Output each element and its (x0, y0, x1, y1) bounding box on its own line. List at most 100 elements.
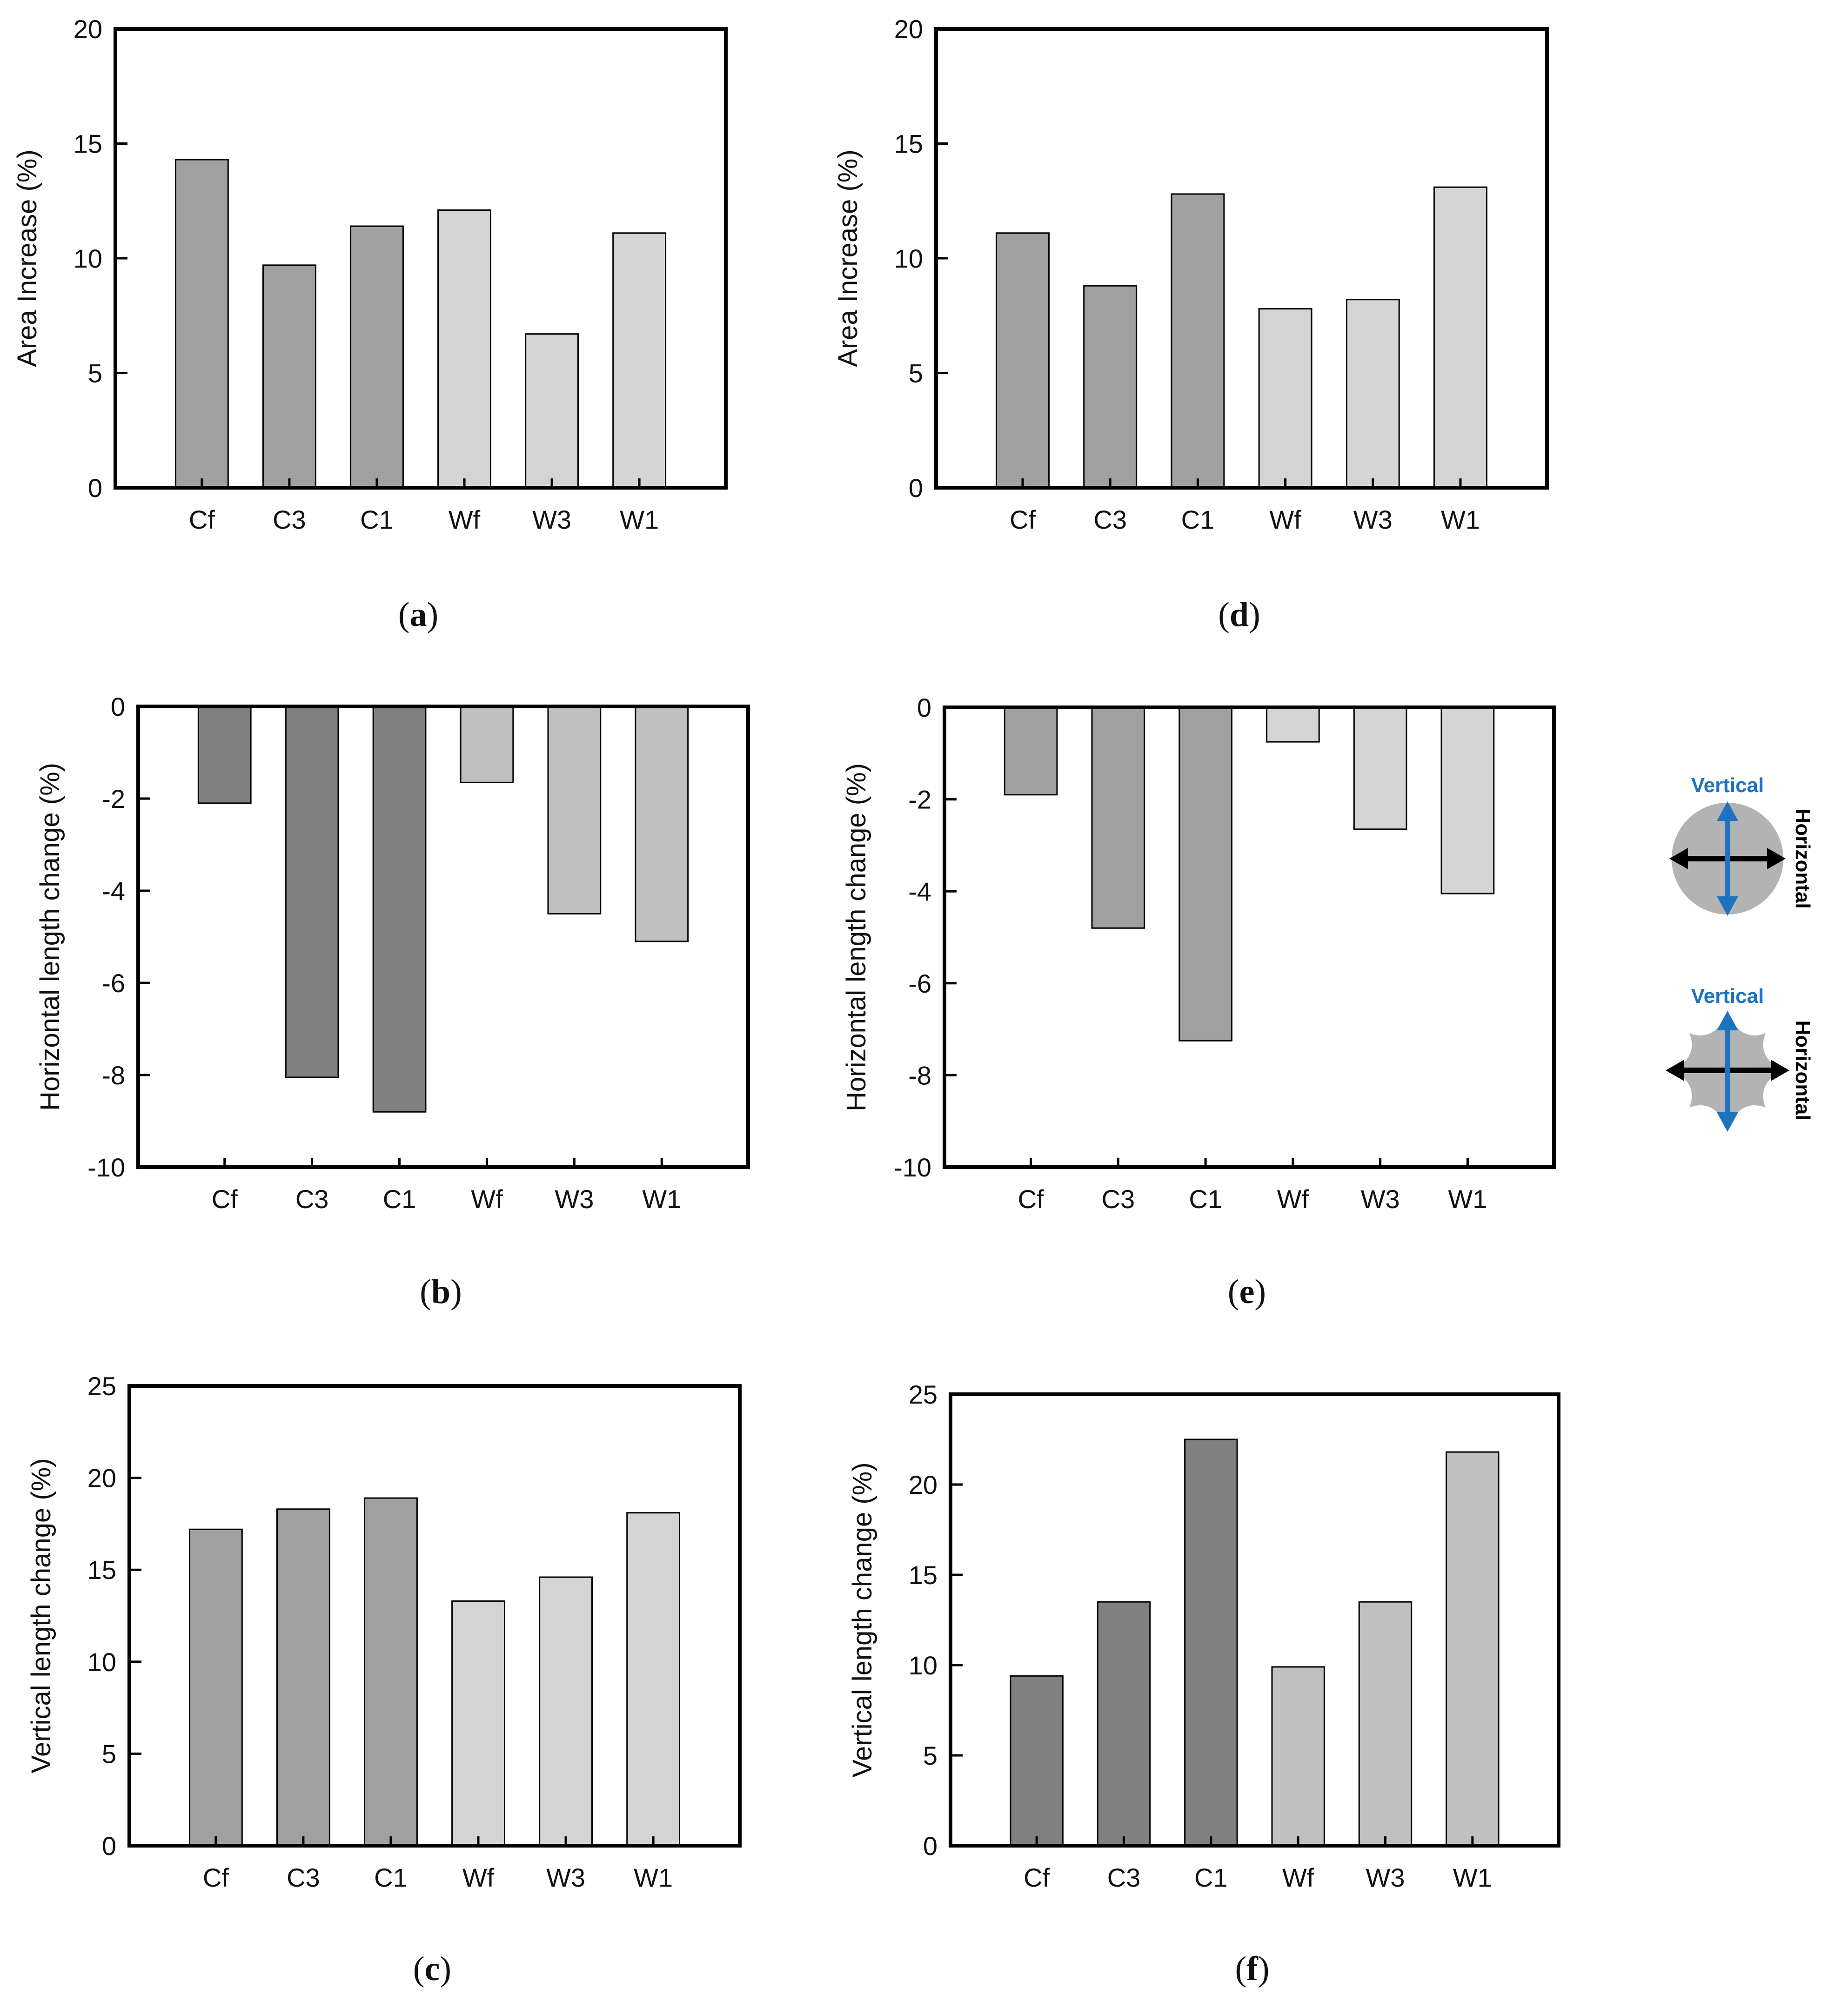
x-category-label: W3 (1361, 1184, 1400, 1214)
bar-wf (460, 706, 514, 783)
horizontal-arrow-head-right (1771, 1060, 1789, 1081)
x-category-label: C1 (1194, 1863, 1228, 1892)
y-tick-label: 25 (909, 1380, 937, 1409)
y-axis-title: Area Increase (%) (833, 149, 863, 367)
bar-c1 (372, 706, 427, 1113)
bar-w3 (547, 706, 602, 914)
bar-w1 (1433, 186, 1487, 489)
x-category-label: Wf (1277, 1184, 1309, 1214)
chart-panel-e: 0 -2 -4 -6 -8 -10 Cf C3 C1 Wf W3 W1 Horizontal lengt… (841, 693, 1556, 1311)
y-tick-label: 0 (923, 1831, 937, 1861)
y-tick-label: 0 (917, 693, 931, 722)
bar-c3 (1091, 706, 1145, 929)
y-axis-title: Area Increase (%) (12, 149, 42, 367)
y-tick-label: 20 (909, 1470, 937, 1499)
y-tick-label: -6 (908, 969, 931, 998)
legend-horizontal-label: Horizontal (1791, 1020, 1814, 1120)
legend-circle-diagram: Vertical Horizontal (1669, 774, 1814, 916)
bar-c1 (1178, 706, 1232, 1042)
y-axis-title: Horizontal length change (%) (35, 763, 65, 1111)
y-tick-label: 20 (87, 1464, 116, 1493)
bar-w1 (1440, 706, 1495, 894)
y-axis-title: Vertical length change (%) (847, 1462, 877, 1777)
y-tick-label: 5 (102, 1739, 116, 1768)
x-category-label: C3 (287, 1863, 320, 1892)
chart-panel-d: 0 5 10 15 20 Cf C3 C1 Wf W3 W1 Area Increase (%) (d) (833, 14, 1549, 634)
bar-cf (174, 159, 229, 489)
bar-w3 (525, 333, 579, 489)
y-tick-label: 5 (88, 359, 102, 388)
horizontal-arrow-head-left (1666, 1060, 1684, 1081)
x-category-label: C1 (1181, 505, 1215, 534)
y-tick-label: 15 (74, 129, 102, 159)
y-tick-label: -8 (102, 1061, 125, 1090)
x-category-label: W3 (546, 1863, 585, 1892)
x-category-label: Cf (1024, 1863, 1050, 1892)
x-category-label: W3 (555, 1184, 594, 1214)
y-tick-label: 10 (74, 244, 102, 273)
y-axis-title: Horizontal length change (%) (841, 763, 871, 1111)
y-tick-label: 0 (102, 1831, 116, 1861)
vertical-arrow-head-top (1717, 801, 1738, 821)
x-category-label: W3 (1366, 1863, 1405, 1892)
x-category-label: C3 (295, 1184, 329, 1214)
bar-wf (1258, 308, 1312, 489)
vertical-arrow-head-top (1717, 1011, 1738, 1030)
bar-w3 (1358, 1601, 1413, 1847)
bar-cf (1004, 706, 1058, 796)
bar-w1 (626, 1512, 681, 1847)
x-category-label: C3 (1102, 1184, 1135, 1214)
chart-panel-a: 0 5 10 15 20 Cf C3 C1 Wf W3 W1 Area Increase (%) (a) (12, 14, 728, 634)
bar-wf (1271, 1666, 1325, 1847)
x-category-label: Wf (1269, 505, 1301, 534)
x-category-label: W1 (642, 1184, 681, 1214)
x-category-label: Wf (1282, 1863, 1314, 1892)
horizontal-arrow-head-right (1767, 848, 1786, 869)
y-tick-label: 15 (894, 129, 923, 159)
y-tick-label: 20 (894, 14, 923, 44)
bar-wf (437, 209, 491, 489)
y-tick-label: -2 (908, 785, 931, 814)
bar-w1 (612, 232, 667, 489)
y-tick-label: -2 (102, 784, 125, 813)
x-category-label: C3 (273, 505, 306, 534)
legend-vertical-label: Vertical (1691, 985, 1764, 1008)
y-tick-label: 5 (909, 359, 923, 388)
y-tick-label: 0 (88, 473, 102, 503)
bar-c3 (1097, 1601, 1151, 1847)
y-tick-label: 15 (87, 1555, 116, 1585)
x-category-label: C3 (1093, 505, 1127, 534)
bar-wf (451, 1600, 505, 1847)
y-tick-label: 10 (894, 244, 923, 273)
charts-group: 0 5 10 15 20 Cf C3 C1 Wf W3 W1 Area Increase (%) (a)… (12, 14, 1560, 1988)
vertical-arrow-head-bottom (1717, 1112, 1738, 1132)
bar-c1 (1184, 1438, 1238, 1847)
y-tick-label: -10 (894, 1153, 931, 1182)
x-category-label: Cf (1010, 505, 1036, 534)
y-tick-label: -8 (908, 1061, 931, 1090)
legend-wavy-diagram: Vertical Horizontal (1666, 985, 1814, 1132)
legend-horizontal-label: Horizontal (1791, 808, 1814, 908)
panel-caption: (f) (1235, 1950, 1270, 1988)
y-tick-label: 15 (909, 1560, 937, 1590)
y-tick-label: 5 (923, 1741, 937, 1770)
plot-frame (949, 1392, 1560, 1848)
vertical-arrow-head-bottom (1717, 896, 1738, 916)
bar-wf (1266, 706, 1320, 743)
bar-c3 (285, 706, 339, 1078)
y-tick-label: 0 (111, 692, 125, 721)
chart-panel-c: 0 5 10 15 20 25 Cf C3 C1 Wf W3 W1 Vertical length ch… (26, 1371, 742, 1988)
bar-cf (197, 706, 252, 804)
x-category-label: W1 (1441, 505, 1480, 534)
chart-panel-b: 0 -2 -4 -6 -8 -10 Cf C3 C1 Wf W3 W1 Horizontal lengt… (35, 692, 750, 1311)
bar-c1 (350, 225, 404, 489)
y-axis-title: Vertical length change (%) (26, 1458, 56, 1773)
y-tick-label: 10 (87, 1647, 116, 1677)
y-tick-label: 20 (74, 14, 102, 44)
bar-c3 (262, 264, 316, 489)
bar-cf (996, 232, 1050, 489)
x-category-label: C1 (383, 1184, 416, 1214)
y-tick-label: -6 (102, 968, 125, 998)
y-tick-label: 25 (87, 1371, 116, 1401)
bar-c3 (276, 1508, 330, 1847)
